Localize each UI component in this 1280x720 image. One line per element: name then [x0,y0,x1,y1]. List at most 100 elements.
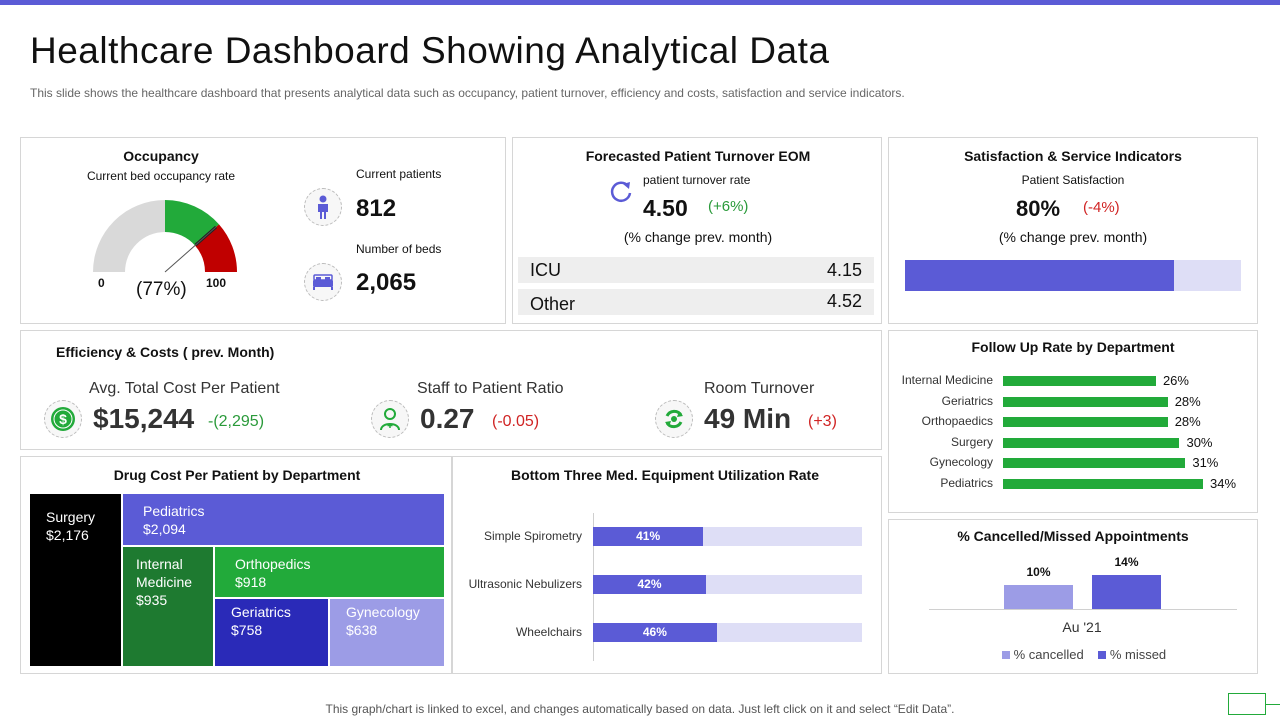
efficiency-title: Efficiency & Costs ( prev. Month) [56,344,275,360]
followup-bar [1003,376,1156,386]
occupancy-title: Occupancy [123,148,199,164]
ratio-value: 0.27 [420,403,475,434]
gauge-max-label: 100 [206,276,227,290]
turnover-rate-change: (+6%) [708,198,749,215]
cancelled-category: Au '21 [1062,619,1102,635]
followup-label: Internal Medicine [901,373,993,387]
page-subtitle: This slide shows the healthcare dashboar… [30,86,905,100]
recycle-icon [665,409,683,429]
gauge-track [93,200,165,272]
treemap-cell-value: $918 [235,574,267,590]
cancelled-bar [1004,585,1073,609]
followup-bar [1003,396,1168,407]
followup-label: Orthopaedics [921,414,993,429]
followup-bar [1003,417,1168,428]
equipment-label: Simple Spirometry [483,529,582,543]
person-icon [318,195,328,219]
patients-value: 812 [356,195,397,222]
corner-line [1266,704,1280,705]
treemap-cell-name: Gynecology [346,604,420,620]
legend-swatch-cancelled [1002,651,1010,659]
followup-label: Gynecology [929,455,993,470]
room-change: (+3) [808,413,837,430]
satisfaction-change-note: (% change prev. month) [998,229,1148,245]
patients-label: Current patients [356,167,442,181]
legend-missed: % missed [1109,647,1167,662]
followup-label: Pediatrics [940,476,993,490]
followup-panel: Follow Up Rate by Department Internal Me… [888,330,1258,513]
cancelled-value: 10% [1026,565,1051,579]
patient-icon-circle [304,188,342,226]
followup-label: Surgery [950,434,993,449]
followup-value: 34% [1210,476,1237,491]
drug-cost-title: Drug Cost Per Patient by Department [113,467,361,483]
gauge-label: Current bed occupancy rate [86,169,236,183]
gauge-fill-red [195,224,237,272]
turnover-row-value: 4.52 [826,291,862,311]
cost-change: -(2,295) [208,413,265,430]
satisfaction-panel: Satisfaction & Service Indicators Patien… [888,137,1258,324]
treemap-cell-orthopedics: Orthopedics $918 [215,547,444,597]
turnover-row-name: ICU [530,260,561,280]
treemap-cell-value: $2,094 [143,521,186,537]
followup-value: 28% [1174,393,1201,409]
equipment-label: Wheelchairs [515,625,582,639]
doctor-icon [380,408,400,431]
room-label: Room Turnover [704,380,815,397]
satisfaction-value: 80% [1016,196,1061,221]
doctor-icon-circle [371,400,409,438]
gauge-min-label: 0 [98,276,105,290]
equipment-bar: 42% [593,575,706,594]
followup-bar [1003,437,1180,448]
satisfaction-bar-track [905,260,1241,291]
drug-cost-panel: Drug Cost Per Patient by Department Surg… [20,456,452,674]
beds-label: Number of beds [356,242,442,256]
legend-cancelled: % cancelled [1013,647,1084,662]
turnover-panel: Forecasted Patient Turnover EOM patient … [512,137,882,324]
treemap-cell-name: Orthopedics [235,556,311,572]
dollar-icon: $ [51,407,75,431]
followup-value: 31% [1192,455,1219,471]
treemap-cell-pediatrics: Pediatrics $2,094 [123,494,444,545]
corner-box [1228,693,1266,715]
equipment-panel: Bottom Three Med. Equipment Utilization … [452,456,882,674]
treemap-cell-gynecology: Gynecology $638 [330,599,444,666]
treemap-cell-internal-medicine: Internal Medicine $935 [123,547,213,666]
gauge-fill-green [165,200,220,246]
equipment-title: Bottom Three Med. Equipment Utilization … [510,467,819,483]
missed-value: 14% [1114,555,1139,569]
equipment-label: Ultrasonic Nebulizers [468,577,582,591]
followup-value: 28% [1174,414,1201,430]
treemap-cell-surgery: Surgery $2,176 [30,494,121,666]
turnover-rate-label: patient turnover rate [643,173,751,187]
footer-note: This graph/chart is linked to excel, and… [325,702,955,716]
turnover-row-icu: ICU 4.15 [518,257,874,283]
cancelled-panel: % Cancelled/Missed Appointments 10% 14% … [888,519,1258,674]
bed-icon-circle [304,263,342,301]
missed-bar [1092,575,1161,609]
turnover-row-name: Other [530,294,576,314]
followup-value: 30% [1186,434,1213,450]
turnover-row-other: Other 4.52 [518,289,874,315]
svg-text:$: $ [59,411,67,427]
equipment-bar: 46% [593,623,717,642]
satisfaction-title: Satisfaction & Service Indicators [964,148,1182,164]
equipment-bar: 41% [593,527,704,546]
treemap-cell-name: Surgery [46,509,96,525]
dollar-icon-circle: $ [44,400,82,438]
occupancy-panel: Occupancy Current bed occupancy rate 0 1… [20,137,506,324]
gauge-needle-thin [164,226,217,273]
cycle-icon-circle [655,400,693,438]
followup-bar [1003,479,1203,489]
followup-value: 26% [1162,373,1189,388]
occupancy-gauge [93,200,237,273]
turnover-row-value: 4.15 [826,260,862,280]
satisfaction-label: Patient Satisfaction [1021,173,1125,187]
treemap-cell-value: $935 [136,592,168,608]
cost-value: $15,244 [93,403,195,434]
treemap-cell-name: Geriatrics [231,604,291,620]
treemap-cell-name: Internal Medicine [136,556,193,590]
refresh-icon [610,181,632,202]
treemap-cell-value: $2,176 [46,527,89,543]
cost-label: Avg. Total Cost Per Patient [89,380,280,397]
